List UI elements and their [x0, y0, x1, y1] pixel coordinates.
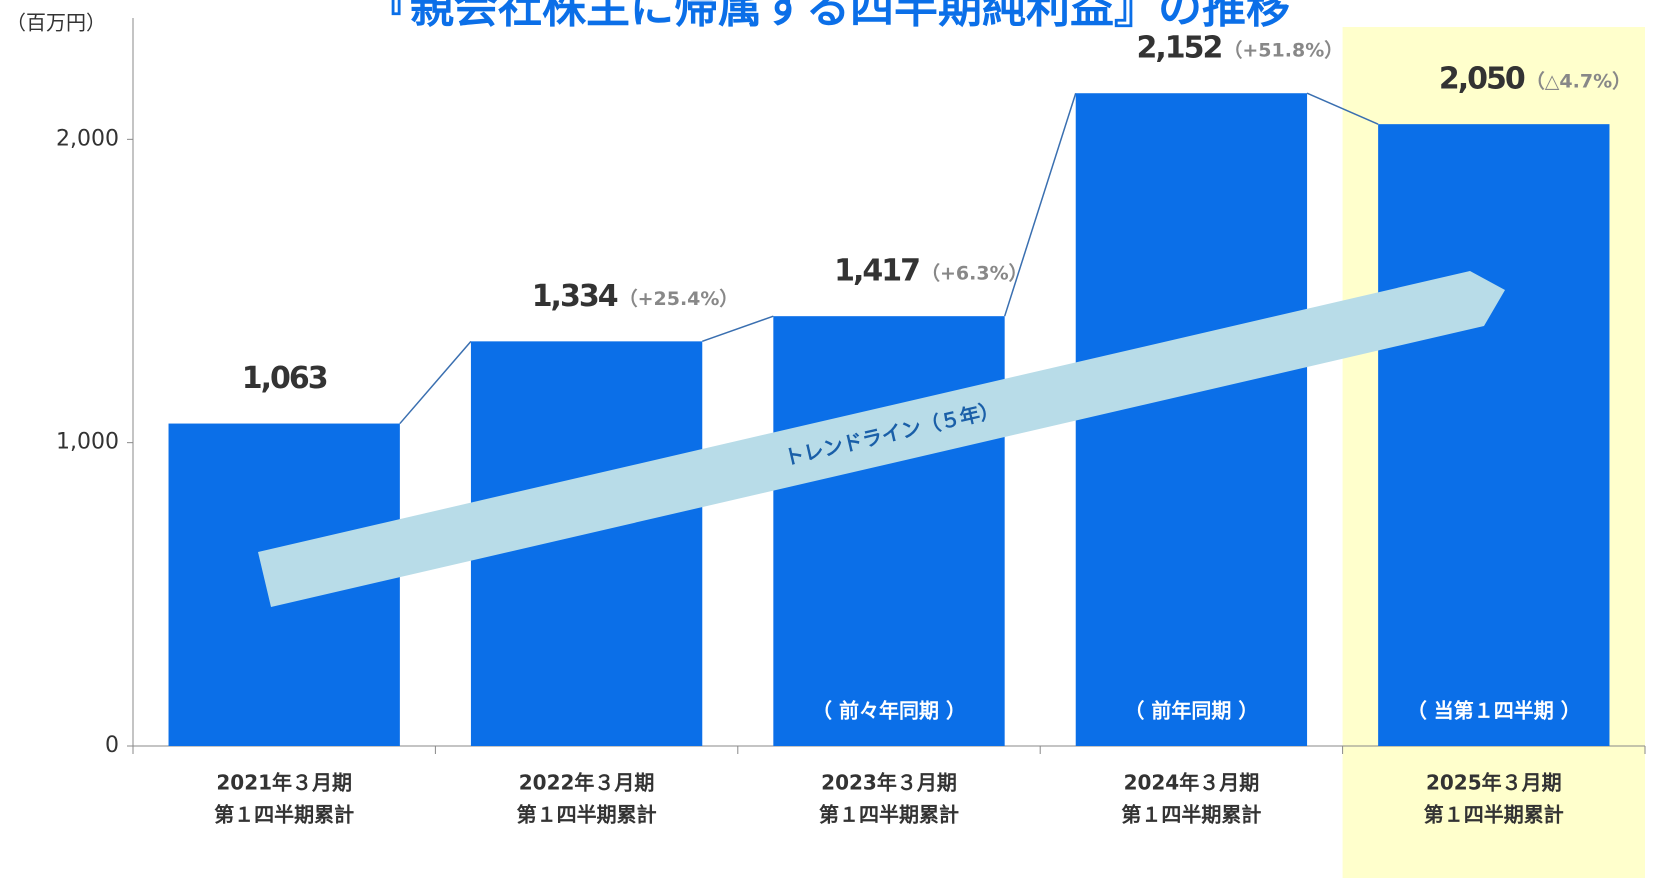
bar — [1378, 124, 1610, 746]
value-label: 1,334 — [532, 279, 618, 314]
x-tick-label: 第１四半期累計 — [1424, 803, 1564, 827]
x-tick-label: 第１四半期累計 — [819, 803, 959, 827]
y-tick-label: 0 — [105, 733, 119, 758]
bar-note: （ 当第１四半期 ） — [1407, 699, 1581, 723]
value-label: 1,417 — [834, 254, 919, 289]
x-tick-label: 第１四半期累計 — [1121, 803, 1261, 827]
bar — [773, 316, 1005, 746]
y-tick-label: 1,000 — [56, 430, 119, 455]
x-tick-label: 2024年３月期 — [1124, 771, 1260, 795]
bar-note: （ 前年同期 ） — [1124, 699, 1258, 723]
change-label: （+25.4%） — [619, 287, 739, 310]
connector — [702, 315, 774, 343]
x-tick-label: 2025年３月期 — [1426, 771, 1562, 795]
x-tick-label: 2022年３月期 — [519, 771, 655, 795]
y-unit: （百万円） — [6, 11, 106, 35]
value-label: 2,152 — [1136, 31, 1221, 66]
x-tick-label: 2023年３月期 — [821, 771, 957, 795]
connector — [1003, 92, 1077, 317]
x-tick-label: 第１四半期累計 — [517, 803, 657, 827]
value-label: 2,050 — [1439, 62, 1525, 97]
bar-note: （ 前々年同期 ） — [812, 699, 966, 723]
value-label: 1,063 — [242, 361, 327, 396]
change-label: （+6.3%） — [921, 262, 1028, 285]
change-label: （+51.8%） — [1223, 39, 1343, 62]
chart-title: 『親会社株主に帰属する四半期純利益』の推移 — [366, 0, 1290, 33]
change-label: （△4.7%） — [1526, 70, 1631, 93]
connector — [1306, 92, 1379, 125]
connector — [399, 340, 472, 425]
x-tick-label: 第１四半期累計 — [214, 803, 354, 827]
trend-arrow — [258, 271, 1505, 607]
x-tick-label: 2021年３月期 — [216, 771, 352, 795]
y-tick-label: 2,000 — [56, 126, 119, 151]
bar — [1075, 93, 1308, 746]
